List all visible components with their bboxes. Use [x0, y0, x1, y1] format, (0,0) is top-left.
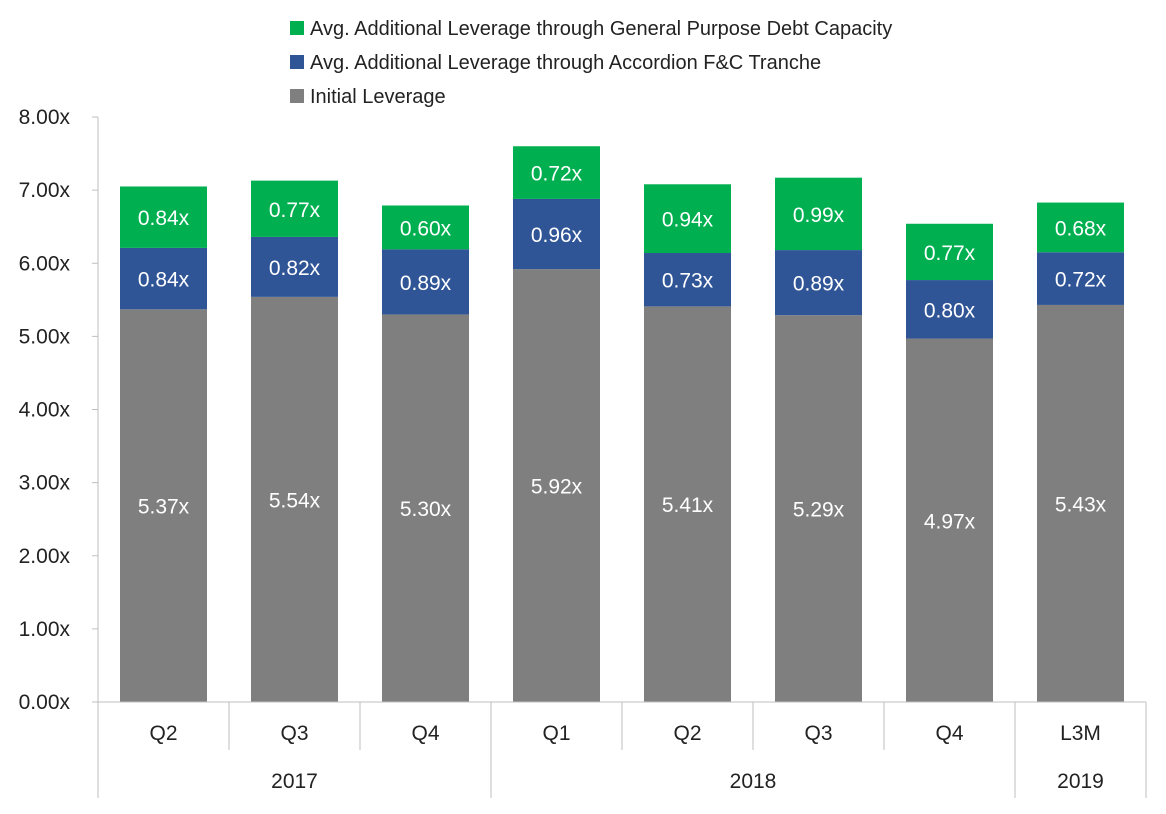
data-label: 0.82x — [269, 257, 321, 280]
data-label: 0.80x — [924, 299, 976, 322]
bar-segment — [775, 315, 862, 702]
data-label: 0.60x — [400, 217, 452, 240]
data-label: 0.77x — [924, 242, 976, 265]
bar-segment — [644, 306, 731, 702]
legend: Avg. Additional Leverage through General… — [290, 18, 892, 108]
x-group-label: 2018 — [730, 770, 777, 793]
bar-segment — [644, 184, 731, 254]
y-tick-label: 6.00x — [19, 252, 71, 275]
data-label: 5.92x — [531, 476, 583, 499]
bar-segment — [906, 338, 993, 702]
data-label: 5.29x — [793, 499, 845, 522]
data-label: 0.89x — [400, 272, 452, 295]
bar-segment — [1037, 202, 1124, 253]
data-label: 0.84x — [138, 207, 190, 230]
bar-segment — [382, 205, 469, 250]
bar-segment — [1037, 252, 1124, 305]
x-tick-label: Q3 — [280, 722, 308, 745]
data-label: 0.89x — [793, 273, 845, 296]
bar-segment — [513, 146, 600, 199]
bar-segment — [120, 247, 207, 310]
legend-swatch — [290, 55, 304, 69]
data-label: 0.72x — [1055, 269, 1107, 292]
y-tick-label: 2.00x — [19, 545, 71, 568]
data-label: 5.30x — [400, 498, 452, 521]
bar-segment — [906, 223, 993, 281]
y-tick-label: 0.00x — [19, 691, 71, 714]
x-group-label: 2017 — [271, 770, 318, 793]
bar-segment — [775, 250, 862, 316]
x-tick-label: Q2 — [149, 722, 177, 745]
bar-segment — [382, 249, 469, 315]
x-tick-label: Q4 — [411, 722, 439, 745]
bar-segment — [120, 309, 207, 702]
data-label: 0.68x — [1055, 217, 1107, 240]
bar-segment — [251, 180, 338, 237]
data-label: 0.73x — [662, 270, 714, 293]
data-label: 5.43x — [1055, 493, 1107, 516]
y-tick-label: 1.00x — [19, 618, 71, 641]
bar-segment — [251, 236, 338, 297]
y-axis: 0.00x 1.00x 2.00x 3.00x 4.00x 5.00x 6.00x 7.00x… — [19, 106, 99, 714]
bar-segment — [513, 269, 600, 702]
legend-label: Avg. Additional Leverage through General… — [310, 18, 892, 40]
x-tick-label: L3M — [1060, 722, 1101, 745]
data-label: 0.94x — [662, 209, 714, 232]
data-label: 0.72x — [531, 163, 583, 186]
data-label: 0.96x — [531, 224, 583, 247]
y-tick-label: 3.00x — [19, 472, 71, 495]
data-label: 0.77x — [269, 199, 321, 222]
legend-label: Initial Leverage — [310, 86, 446, 108]
bar-segment — [251, 296, 338, 702]
bar-segment — [906, 280, 993, 339]
legend-swatch — [290, 21, 304, 35]
legend-label: Avg. Additional Leverage through Accordi… — [310, 52, 821, 74]
legend-swatch — [290, 89, 304, 103]
data-label: 0.99x — [793, 204, 845, 227]
data-label: 5.37x — [138, 496, 190, 519]
bar-segment — [120, 186, 207, 248]
bar-segment — [644, 253, 731, 307]
data-label: 5.54x — [269, 489, 321, 512]
bar-segment — [513, 198, 600, 270]
x-axis: Q2 Q3 Q4 Q1 Q2 Q3 Q4 L3M 2017 2018 2019 — [97, 701, 1147, 798]
y-tick-label: 7.00x — [19, 179, 71, 202]
x-tick-label: Q2 — [673, 722, 701, 745]
y-tick-label: 5.00x — [19, 325, 71, 348]
data-label: 0.84x — [138, 269, 190, 292]
data-label: 5.41x — [662, 494, 714, 517]
y-tick-label: 8.00x — [19, 106, 71, 129]
x-group-label: 2019 — [1057, 770, 1104, 793]
bar-segment — [775, 177, 862, 251]
bar-segment — [382, 314, 469, 702]
x-tick-label: Q3 — [804, 722, 832, 745]
data-label: 4.97x — [924, 510, 976, 533]
bars: 5.37x 0.84x 0.84x 5.54x 0.82x 0.77x 5.30x 0.89x… — [120, 146, 1124, 702]
y-tick-label: 4.00x — [19, 399, 71, 422]
x-tick-label: Q1 — [542, 722, 570, 745]
x-tick-label: Q4 — [935, 722, 963, 745]
bar-segment — [1037, 304, 1124, 702]
